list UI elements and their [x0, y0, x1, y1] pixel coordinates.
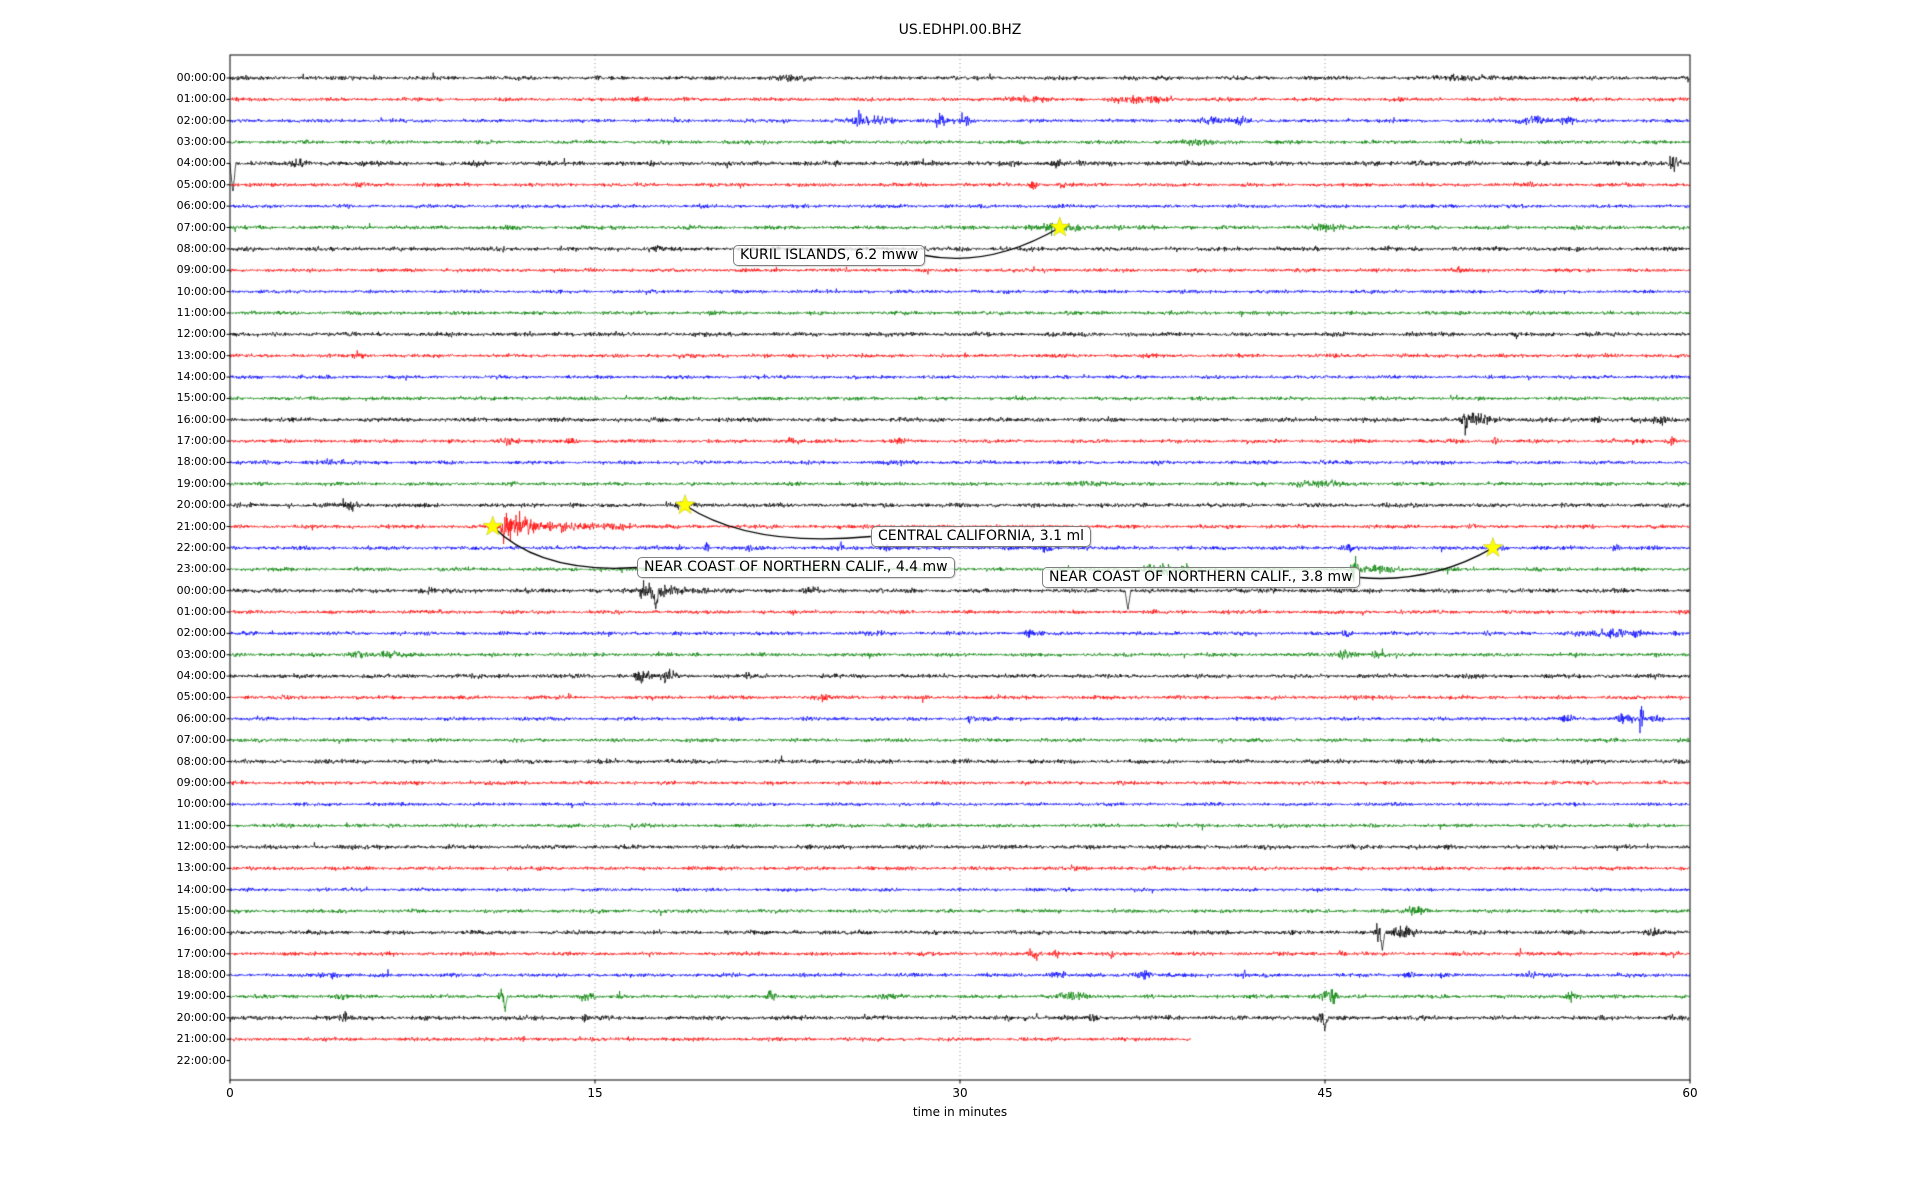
event-annotation: NEAR COAST OF NORTHERN CALIF., 3.8 mw	[1042, 567, 1360, 588]
event-annotation: CENTRAL CALIFORNIA, 3.1 ml	[871, 526, 1092, 547]
y-tick-label: 01:00:00	[176, 605, 226, 618]
y-tick-label: 19:00:00	[176, 476, 226, 490]
y-tick-label: 13:00:00	[176, 348, 226, 362]
y-tick-label: 21:00:00	[176, 1032, 226, 1046]
y-tick-label: 17:00:00	[176, 434, 226, 448]
y-tick-label: 02:00:00	[176, 626, 226, 640]
y-tick-label: 10:00:00	[176, 284, 226, 298]
y-tick-label: 14:00:00	[176, 370, 226, 384]
y-tick-label: 09:00:00	[176, 775, 226, 789]
y-tick-label: 20:00:00	[176, 498, 226, 512]
y-tick-label: 00:00:00	[176, 71, 226, 84]
y-tick-label: 22:00:00	[176, 1053, 226, 1067]
event-annotation: NEAR COAST OF NORTHERN CALIF., 4.4 mw	[637, 557, 955, 578]
y-tick-label: 18:00:00	[176, 968, 226, 982]
y-tick-label: 12:00:00	[176, 839, 226, 853]
y-tick-label: 11:00:00	[176, 305, 226, 319]
y-tick-label: 19:00:00	[176, 989, 226, 1003]
y-tick-label: 13:00:00	[176, 861, 226, 875]
y-tick-label: 07:00:00	[176, 733, 226, 747]
y-tick-label: 12:00:00	[176, 327, 226, 341]
y-tick-label: 08:00:00	[176, 241, 226, 255]
x-tick-label: 30	[952, 1086, 968, 1100]
y-tick-label: 23:00:00	[176, 562, 226, 576]
plot-title: US.EDHPI.00.BHZ	[898, 22, 1022, 38]
y-tick-label: 07:00:00	[176, 220, 226, 234]
x-axis-label: time in minutes	[912, 1105, 1008, 1119]
y-tick-label: 01:00:00	[176, 92, 226, 106]
y-tick-label: 15:00:00	[176, 904, 226, 918]
y-tick-label: 05:00:00	[176, 177, 226, 191]
y-tick-label: 03:00:00	[176, 647, 226, 661]
y-tick-label: 08:00:00	[176, 754, 226, 768]
y-tick-label: 04:00:00	[176, 156, 226, 170]
x-tick-label: 15	[587, 1086, 603, 1100]
y-tick-label: 02:00:00	[176, 113, 226, 127]
y-tick-label: 06:00:00	[176, 711, 226, 725]
y-tick-label: 15:00:00	[176, 391, 226, 405]
event-annotation: KURIL ISLANDS, 6.2 mww	[733, 245, 926, 266]
x-tick-label: 45	[1317, 1086, 1333, 1100]
y-tick-label: 10:00:00	[176, 797, 226, 811]
y-tick-label: 09:00:00	[176, 263, 226, 277]
x-tick-label: 0	[226, 1086, 234, 1100]
y-tick-label: 16:00:00	[176, 925, 226, 939]
y-tick-label: 20:00:00	[176, 1010, 226, 1024]
y-tick-label: 22:00:00	[176, 540, 226, 554]
y-tick-label: 14:00:00	[176, 882, 226, 896]
y-tick-label: 16:00:00	[176, 412, 226, 426]
y-tick-label: 00:00:00	[176, 583, 226, 597]
y-tick-label: 04:00:00	[176, 669, 226, 683]
y-tick-label: 06:00:00	[176, 199, 226, 213]
y-tick-label: 18:00:00	[176, 455, 226, 469]
y-tick-label: 05:00:00	[176, 690, 226, 704]
x-tick-label: 60	[1682, 1086, 1698, 1100]
y-tick-label: 11:00:00	[176, 818, 226, 832]
y-tick-label: 21:00:00	[176, 519, 226, 533]
y-tick-label: 03:00:00	[176, 135, 226, 149]
y-tick-label: 17:00:00	[176, 946, 226, 960]
